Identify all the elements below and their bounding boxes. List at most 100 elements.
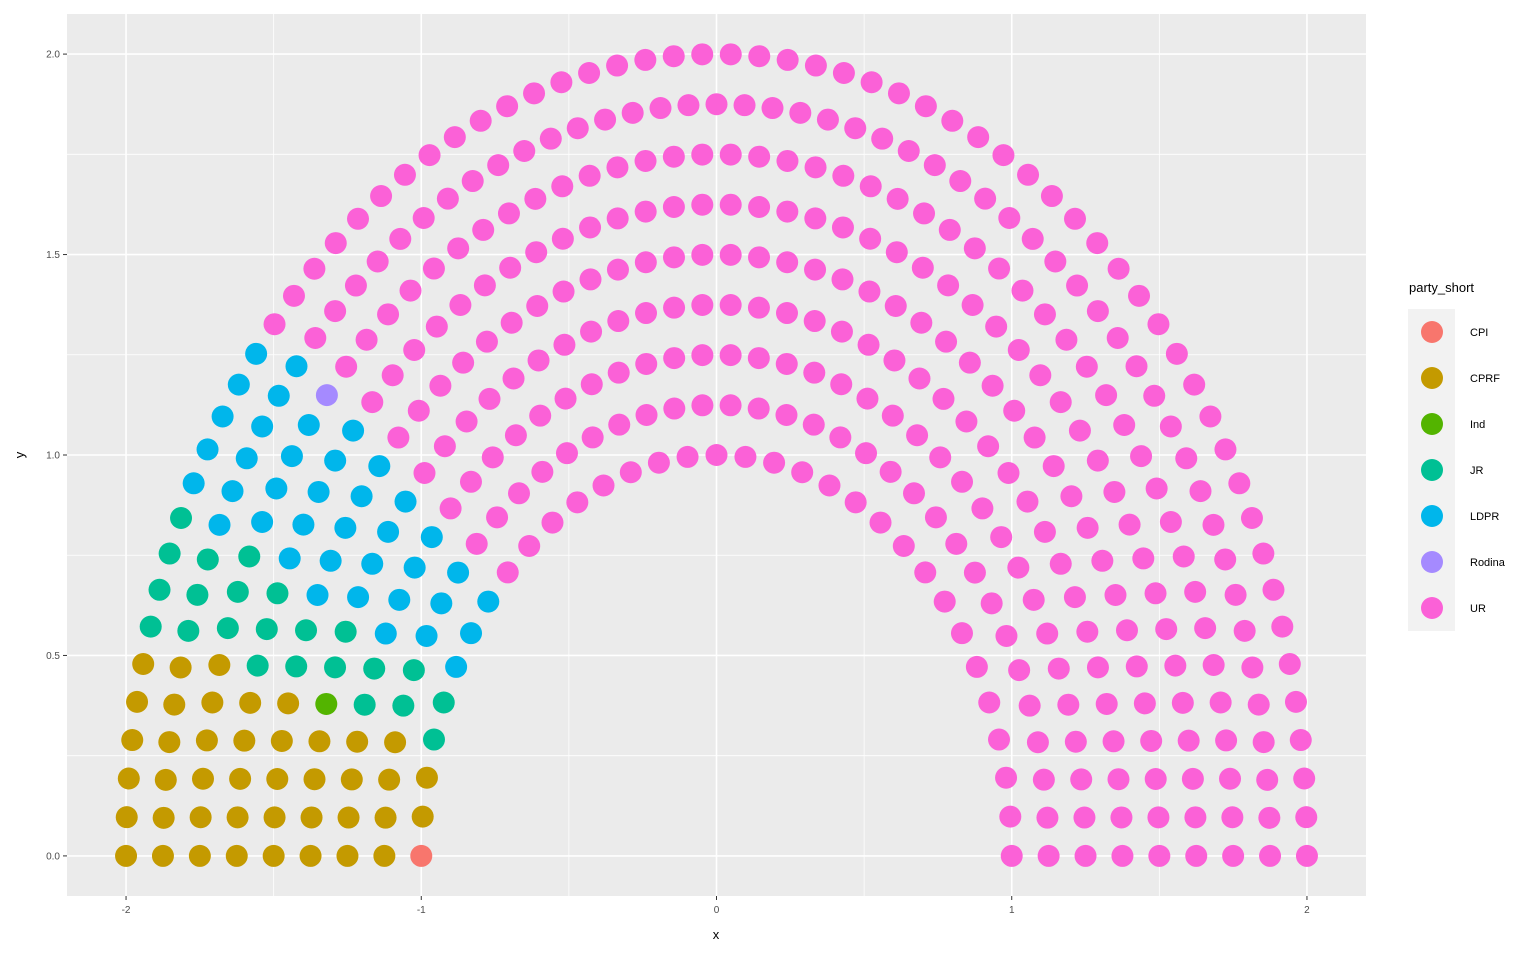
seat-point-ur <box>1011 279 1034 302</box>
seat-point-ur <box>496 561 519 584</box>
seat-point-cprf <box>411 805 434 828</box>
seat-point-ur <box>608 413 631 436</box>
seat-point-ur <box>789 101 812 124</box>
seat-point-ur <box>422 257 445 280</box>
y-axis-title: y <box>12 451 27 458</box>
seat-point-ur <box>662 246 685 269</box>
seat-point-ur <box>1144 768 1167 791</box>
seat-point-ur <box>887 82 910 105</box>
seat-point-ur <box>1271 615 1294 638</box>
seat-point-ur <box>691 293 714 316</box>
seat-point-ur <box>1252 731 1275 754</box>
seat-point-cprf <box>225 844 248 867</box>
seat-point-ur <box>361 391 384 414</box>
seat-point-ldpr <box>265 477 288 500</box>
seat-point-ur <box>967 126 990 149</box>
y-tick-label: 1.5 <box>46 250 60 261</box>
seat-point-ur <box>923 154 946 177</box>
seat-point-ldpr <box>182 472 205 495</box>
seat-point-ur <box>995 624 1018 647</box>
seat-point-ur <box>844 491 867 514</box>
seat-point-ur <box>513 139 536 162</box>
seat-point-ur <box>634 200 657 223</box>
seat-point-ur <box>1017 163 1040 186</box>
seat-point-ur <box>1240 507 1263 530</box>
seat-point-ur <box>407 399 430 422</box>
seat-point-ur <box>555 442 578 465</box>
seat-point-ur <box>804 258 827 281</box>
seat-point-cprf <box>229 767 252 790</box>
seat-point-ur <box>551 227 574 250</box>
seat-point-ur <box>1194 617 1217 640</box>
seat-point-ur <box>885 241 908 264</box>
seat-point-jr <box>255 618 278 641</box>
seat-point-ur <box>1103 480 1126 503</box>
legend-key-cprf <box>1421 367 1443 389</box>
seat-point-ur <box>886 187 909 210</box>
seat-point-ur <box>691 243 714 266</box>
seat-point-ur <box>1036 806 1059 829</box>
legend-key-rodina <box>1421 551 1443 573</box>
seat-point-ldpr <box>420 526 443 549</box>
seat-point-cprf <box>384 731 407 754</box>
seat-point-ur <box>929 446 952 469</box>
seat-point-ur <box>1086 656 1109 679</box>
seat-point-ur <box>1147 806 1170 829</box>
seat-point-ur <box>478 387 501 410</box>
seat-point-ur <box>304 327 327 350</box>
seat-point-ur <box>734 445 757 468</box>
seat-point-ur <box>719 193 742 216</box>
seat-point-ur <box>892 535 915 558</box>
seat-point-ur <box>1293 767 1316 790</box>
seat-point-ur <box>377 303 400 326</box>
seat-point-ur <box>1164 654 1187 677</box>
seat-point-ur <box>705 444 728 466</box>
seat-point-ldpr <box>211 405 234 428</box>
seat-point-ldpr <box>334 516 357 539</box>
seat-point-ur <box>389 227 412 250</box>
seat-point-ur <box>1183 373 1206 396</box>
seat-point-ur <box>816 108 839 131</box>
seat-point-ur <box>1159 415 1182 438</box>
seat-point-cprf <box>132 653 155 676</box>
seat-point-ldpr <box>361 552 384 575</box>
seat-point-jr <box>170 507 193 530</box>
seat-point-ur <box>1102 730 1125 753</box>
seat-point-ur <box>804 54 827 77</box>
seat-point-ur <box>580 373 603 396</box>
seat-point-ur <box>933 590 956 613</box>
seat-point-jr <box>402 659 425 682</box>
seat-point-ur <box>1233 619 1256 642</box>
seat-point-cprf <box>115 844 138 867</box>
seat-point-ur <box>832 61 855 84</box>
seat-point-ur <box>594 108 617 131</box>
seat-point-ur <box>527 349 550 372</box>
seat-point-ur <box>355 328 378 351</box>
seat-point-ur <box>995 766 1018 789</box>
seat-point-ur <box>1095 384 1118 407</box>
seat-point-ur <box>663 347 686 370</box>
seat-point-jr <box>324 656 347 679</box>
seat-point-ur <box>1241 656 1264 679</box>
seat-point-ur <box>914 95 937 118</box>
seat-point-ur <box>1247 693 1270 716</box>
seat-point-ur <box>748 196 771 219</box>
seat-point-ur <box>977 435 1000 458</box>
seat-point-ur <box>997 461 1020 484</box>
seat-point-ur <box>523 82 546 105</box>
seat-point-ur <box>963 237 986 260</box>
seat-point-ur <box>1228 472 1251 495</box>
seat-point-cprf <box>262 844 285 867</box>
seat-point-cprf <box>158 731 181 754</box>
seat-point-ur <box>399 279 422 302</box>
seat-point-ldpr <box>460 622 483 645</box>
seat-point-ur <box>552 280 575 303</box>
seat-point-ur <box>335 355 358 378</box>
seat-point-ldpr <box>324 449 347 472</box>
seat-point-ur <box>436 187 459 210</box>
seat-point-ur <box>486 506 509 529</box>
seat-point-ldpr <box>394 490 417 513</box>
seat-point-ldpr <box>285 355 308 378</box>
seat-point-ur <box>1007 556 1030 579</box>
seat-point-cprf <box>266 768 289 791</box>
